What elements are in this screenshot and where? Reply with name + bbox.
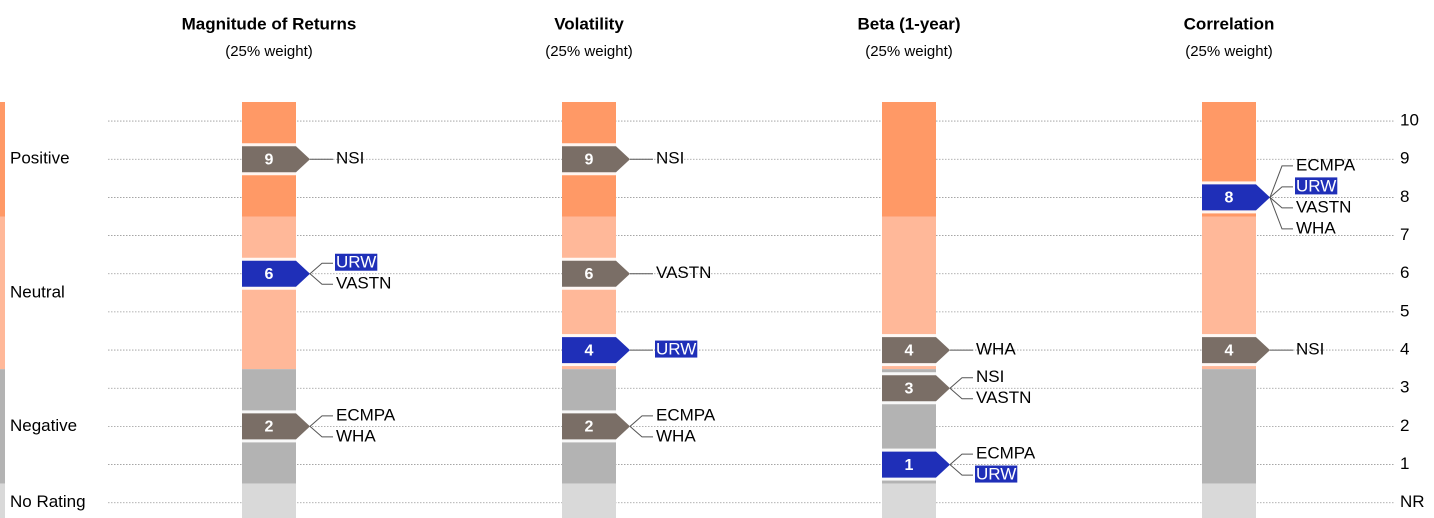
ticker-label: URW [336, 253, 376, 272]
rating-score: 4 [905, 342, 914, 359]
ticker-highlight [335, 253, 378, 271]
rating-marker [562, 413, 630, 440]
zone-bar [1202, 483, 1256, 518]
rating-score: 4 [585, 342, 594, 359]
zone-strip [0, 216, 5, 370]
zone-bar [882, 102, 936, 217]
rating-score: 6 [585, 266, 594, 283]
panel-title: Magnitude of Returns [182, 14, 357, 33]
rating-marker [882, 375, 950, 402]
ticker-label: VASTN [656, 263, 711, 282]
rating-marker [562, 146, 630, 173]
y-tick-label: 3 [1400, 378, 1409, 397]
ticker-label: WHA [336, 426, 376, 445]
rating-score: 2 [585, 419, 594, 436]
ticker-label: ECMPA [336, 405, 396, 424]
rating-marker [882, 451, 950, 478]
panel-subtitle: (25% weight) [545, 43, 633, 60]
leader-line [1269, 165, 1293, 198]
leader-line [309, 273, 333, 285]
y-tick-label: 10 [1400, 111, 1419, 130]
panel-subtitle: (25% weight) [1185, 43, 1273, 60]
y-tick-label: 8 [1400, 187, 1409, 206]
panel-title: Volatility [554, 14, 624, 33]
ticker-highlight [655, 340, 698, 358]
zone-bar [242, 216, 296, 370]
ticker-label: NSI [336, 149, 364, 168]
ticker-label: WHA [656, 426, 696, 445]
ticker-label: URW [656, 340, 696, 359]
rating-marker [562, 337, 630, 364]
panel-subtitle: (25% weight) [225, 43, 313, 60]
rating-score: 9 [585, 151, 594, 168]
panel-subtitle: (25% weight) [865, 43, 953, 60]
ticker-label: URW [1296, 176, 1336, 195]
leader-line [309, 262, 333, 275]
y-tick-label: NR [1400, 492, 1425, 511]
ticker-label: NSI [976, 367, 1004, 386]
y-tick-label: 1 [1400, 454, 1409, 473]
rating-score: 1 [905, 457, 914, 474]
rating-marker [882, 337, 950, 364]
rating-score: 8 [1225, 190, 1234, 207]
panel-title: Correlation [1184, 14, 1275, 33]
ticker-label: ECMPA [656, 405, 716, 424]
ticker-label: NSI [656, 149, 684, 168]
zone-label: Neutral [10, 282, 65, 301]
rating-marker [1202, 337, 1270, 364]
ticker-label: WHA [1296, 218, 1336, 237]
ticker-label: VASTN [1296, 197, 1351, 216]
y-tick-label: 4 [1400, 340, 1409, 359]
rating-score: 2 [265, 419, 274, 436]
zone-bar [562, 483, 616, 518]
leader-line [1269, 186, 1293, 198]
ticker-highlight [975, 465, 1018, 483]
y-tick-label: 2 [1400, 416, 1409, 435]
leader-line [629, 426, 653, 438]
zone-strip [0, 102, 5, 217]
rating-score: 6 [265, 266, 274, 283]
ticker-label: ECMPA [976, 444, 1036, 463]
zone-strip [0, 483, 5, 518]
leader-line [629, 415, 653, 427]
y-tick-label: 7 [1400, 225, 1409, 244]
ticker-label: URW [976, 465, 1016, 484]
leader-line [1269, 197, 1293, 230]
y-tick-label: 6 [1400, 263, 1409, 282]
leader-line [949, 453, 973, 465]
y-tick-label: 9 [1400, 149, 1409, 168]
ticker-label: ECMPA [1296, 155, 1356, 174]
ticker-label: VASTN [336, 274, 391, 293]
rating-score: 4 [1225, 342, 1234, 359]
zone-label: Negative [10, 416, 77, 435]
leader-line [1269, 197, 1293, 209]
ticker-label: WHA [976, 340, 1016, 359]
ticker-highlight [1295, 177, 1338, 195]
rating-score: 9 [265, 151, 274, 168]
leader-line [949, 464, 973, 476]
leader-line [309, 426, 333, 438]
leader-line [949, 387, 973, 400]
y-tick-label: 5 [1400, 301, 1409, 320]
zone-bar [882, 483, 936, 518]
rating-marker [1202, 184, 1270, 211]
rating-marker [242, 413, 310, 440]
rating-marker [562, 260, 630, 287]
zone-strip [0, 369, 5, 484]
panel-title: Beta (1-year) [858, 14, 961, 33]
zone-bar [1202, 369, 1256, 484]
rating-marker [242, 146, 310, 173]
leader-line [309, 415, 333, 427]
ticker-label: NSI [1296, 340, 1324, 359]
zone-label: Positive [10, 149, 70, 168]
rating-score: 3 [905, 380, 914, 397]
ticker-label: VASTN [976, 388, 1031, 407]
zone-label: No Rating [10, 492, 86, 511]
rating-marker [242, 260, 310, 287]
zone-bar [242, 483, 296, 518]
leader-line [949, 377, 973, 389]
